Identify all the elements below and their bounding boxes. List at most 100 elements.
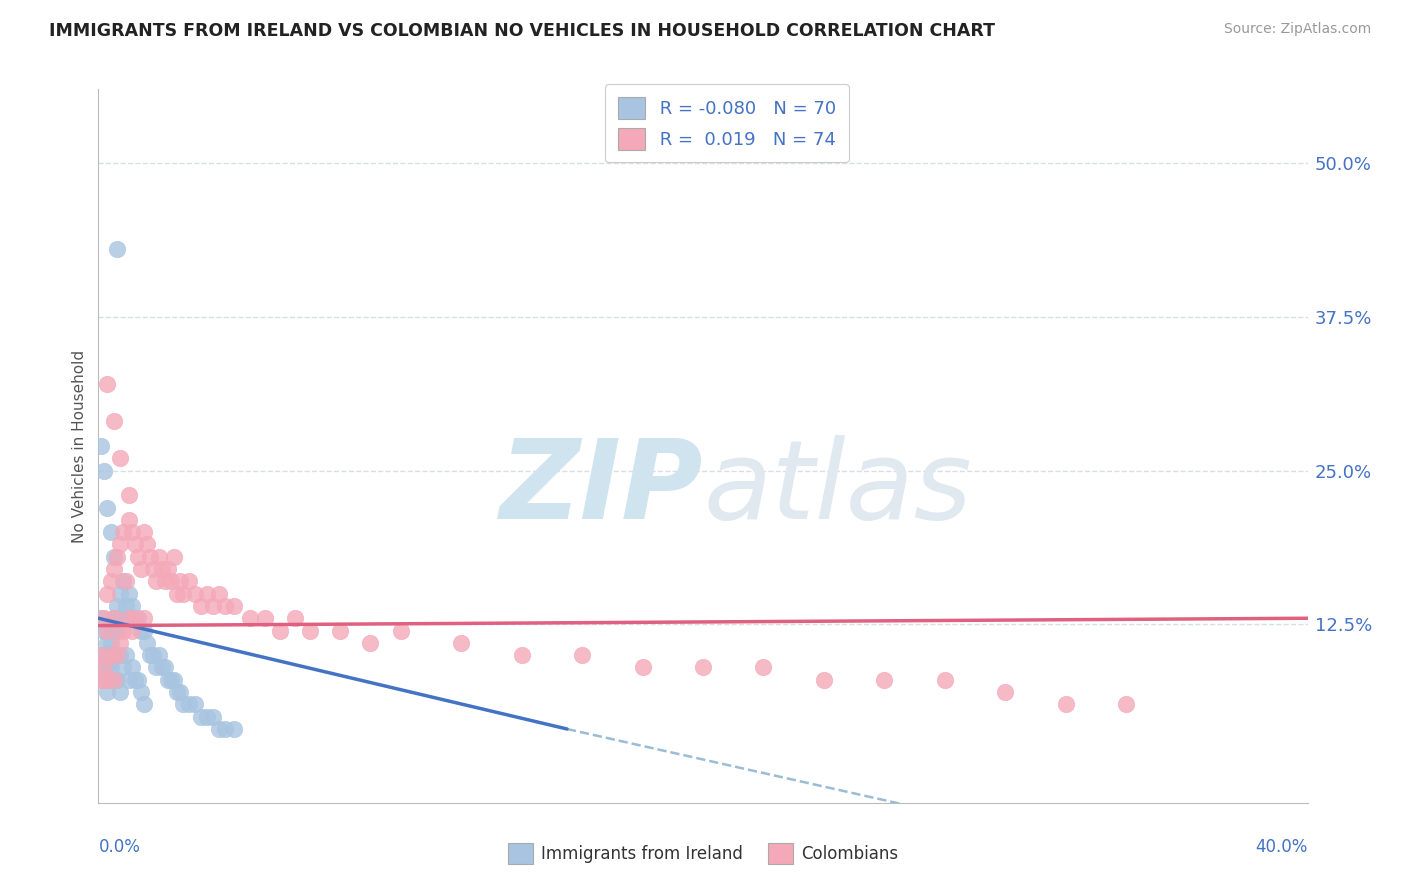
Point — [184, 698, 207, 712]
Point — [166, 587, 188, 601]
Point — [752, 660, 775, 674]
Point — [93, 464, 115, 478]
Point — [124, 611, 146, 625]
Point — [253, 611, 276, 625]
Point — [329, 624, 352, 638]
Point — [103, 624, 125, 638]
Point — [93, 611, 115, 625]
Point — [114, 574, 136, 589]
Point — [111, 611, 134, 625]
Point — [96, 648, 118, 662]
Point — [118, 611, 141, 625]
Point — [103, 611, 125, 625]
Point — [100, 648, 122, 662]
Point — [156, 673, 179, 687]
Point — [108, 451, 131, 466]
Point — [239, 611, 262, 625]
Point — [105, 673, 128, 687]
Point — [100, 624, 122, 638]
Point — [127, 673, 149, 687]
Point — [127, 611, 149, 625]
Legend: Immigrants from Ireland, Colombians: Immigrants from Ireland, Colombians — [501, 837, 905, 871]
Point — [172, 698, 194, 712]
Point — [100, 673, 122, 687]
Point — [105, 648, 128, 662]
Point — [132, 611, 155, 625]
Point — [105, 242, 128, 256]
Point — [118, 513, 141, 527]
Point — [195, 709, 218, 723]
Point — [150, 660, 173, 674]
Point — [93, 660, 115, 674]
Point — [124, 611, 146, 625]
Point — [148, 549, 170, 564]
Point — [269, 624, 291, 638]
Point — [163, 549, 186, 564]
Point — [148, 648, 170, 662]
Point — [873, 673, 896, 687]
Point — [121, 599, 143, 613]
Point — [179, 698, 201, 712]
Point — [934, 673, 956, 687]
Point — [299, 624, 322, 638]
Point — [96, 660, 118, 674]
Point — [105, 599, 128, 613]
Point — [96, 500, 118, 515]
Point — [103, 673, 125, 687]
Point — [202, 599, 225, 613]
Point — [96, 636, 118, 650]
Point — [145, 660, 167, 674]
Point — [108, 636, 131, 650]
Point — [90, 673, 112, 687]
Point — [142, 648, 165, 662]
Point — [103, 648, 125, 662]
Y-axis label: No Vehicles in Household: No Vehicles in Household — [72, 350, 87, 542]
Point — [118, 488, 141, 502]
Point — [121, 624, 143, 638]
Point — [90, 648, 112, 662]
Point — [145, 574, 167, 589]
Point — [160, 574, 183, 589]
Point — [184, 587, 207, 601]
Point — [202, 709, 225, 723]
Point — [813, 673, 835, 687]
Point — [103, 562, 125, 576]
Point — [127, 549, 149, 564]
Point — [111, 525, 134, 540]
Text: 0.0%: 0.0% — [98, 838, 141, 856]
Point — [1054, 698, 1077, 712]
Point — [114, 599, 136, 613]
Point — [93, 660, 115, 674]
Point — [571, 648, 593, 662]
Point — [108, 648, 131, 662]
Point — [121, 525, 143, 540]
Text: 40.0%: 40.0% — [1256, 838, 1308, 856]
Point — [994, 685, 1017, 699]
Text: ZIP: ZIP — [499, 435, 703, 542]
Point — [118, 587, 141, 601]
Point — [124, 537, 146, 551]
Text: IMMIGRANTS FROM IRELAND VS COLOMBIAN NO VEHICLES IN HOUSEHOLD CORRELATION CHART: IMMIGRANTS FROM IRELAND VS COLOMBIAN NO … — [49, 22, 995, 40]
Point — [118, 673, 141, 687]
Text: Source: ZipAtlas.com: Source: ZipAtlas.com — [1223, 22, 1371, 37]
Point — [108, 537, 131, 551]
Point — [108, 685, 131, 699]
Point — [129, 562, 152, 576]
Point — [100, 574, 122, 589]
Point — [108, 611, 131, 625]
Point — [96, 624, 118, 638]
Point — [96, 587, 118, 601]
Point — [124, 673, 146, 687]
Point — [190, 709, 212, 723]
Point — [179, 574, 201, 589]
Point — [450, 636, 472, 650]
Point — [195, 587, 218, 601]
Point — [160, 673, 183, 687]
Point — [105, 648, 128, 662]
Point — [139, 648, 162, 662]
Point — [90, 439, 112, 453]
Point — [132, 624, 155, 638]
Point — [150, 562, 173, 576]
Legend:  R = -0.080   N = 70,  R =  0.019   N = 74: R = -0.080 N = 70, R = 0.019 N = 74 — [606, 84, 849, 162]
Point — [90, 648, 112, 662]
